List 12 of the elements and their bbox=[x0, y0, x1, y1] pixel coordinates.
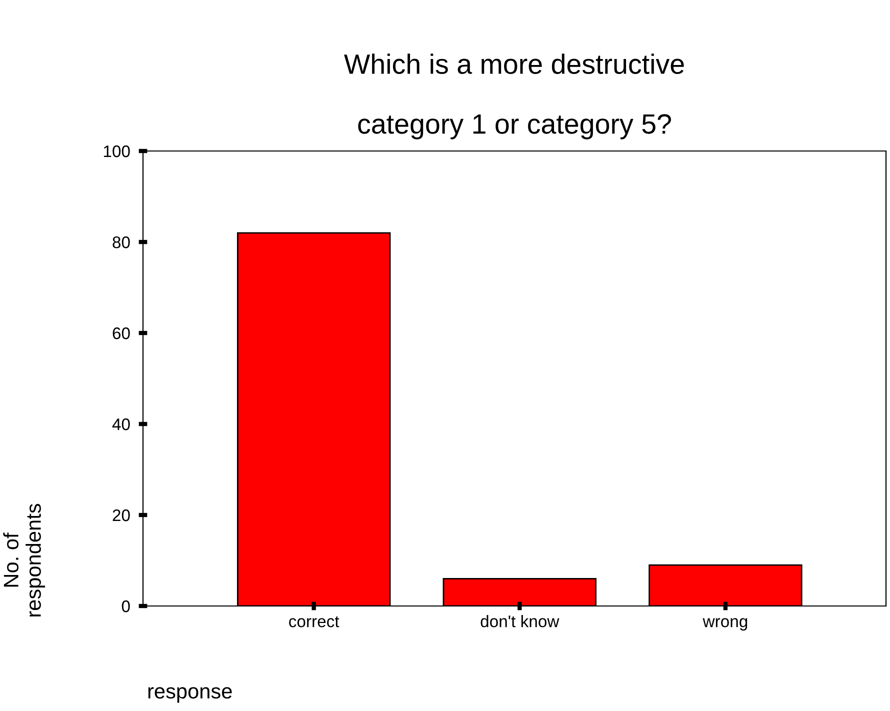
y-tick-label: 60 bbox=[112, 327, 130, 340]
y-axis-title: No. of respondents bbox=[3, 504, 46, 616]
y-tick-label: 80 bbox=[112, 236, 130, 248]
chart-title: Which is a more destructive category 1 or category 5? bbox=[344, 54, 684, 140]
x-tick-label: correct bbox=[289, 616, 340, 628]
x-tick-label: don't know bbox=[480, 615, 560, 628]
y-tick-label: 20 bbox=[112, 509, 130, 522]
x-tick-label: wrong bbox=[702, 618, 748, 631]
y-tick-label: 0 bbox=[122, 600, 130, 612]
x-axis-title: response bbox=[148, 687, 232, 703]
y-tick-label: 100 bbox=[104, 145, 130, 158]
y-tick-label: 40 bbox=[112, 418, 130, 430]
